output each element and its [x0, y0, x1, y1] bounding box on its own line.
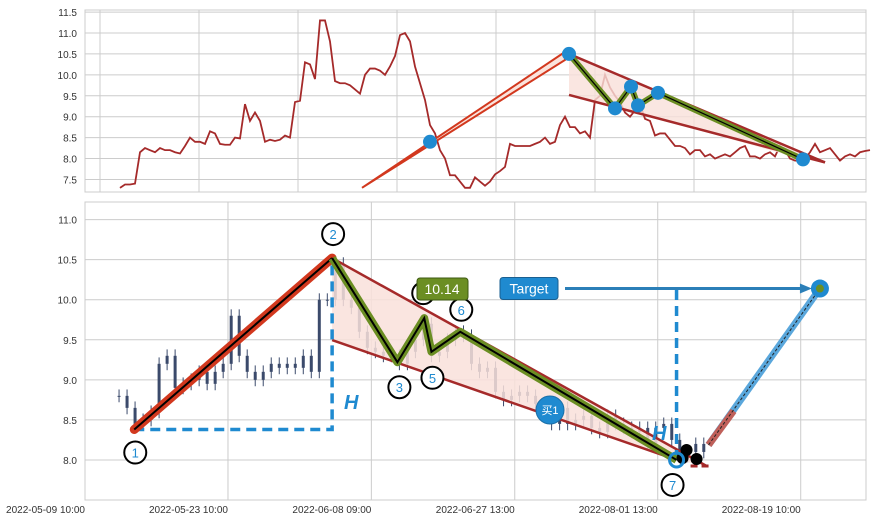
wave-path-core — [331, 257, 678, 461]
wave-number-circle — [420, 365, 445, 390]
candle-body — [301, 355, 305, 368]
plot-area — [84, 9, 867, 193]
wave-number-circle — [387, 375, 412, 400]
candle-body — [245, 355, 249, 372]
target-label-box — [499, 277, 559, 301]
candle-body — [654, 427, 658, 444]
x-tick-label: 2022-06-08 09:00 — [292, 505, 371, 516]
candle-body — [125, 395, 129, 408]
x-tick-label: 2022-05-23 10:00 — [149, 505, 228, 516]
y-tick-label: 10.5 — [58, 50, 78, 61]
wave-number-circle — [321, 222, 346, 247]
candle-body — [165, 355, 169, 364]
impulse-core — [133, 257, 333, 431]
candle-body — [253, 371, 257, 380]
candle-body — [662, 423, 666, 428]
candle-body — [117, 395, 121, 397]
wave-path-core — [568, 53, 804, 160]
top-price-chart: 7.5 8.0 8.5 9.0 9.5 10.0 10.5 11.0 11.5 — [58, 8, 871, 193]
pattern-point — [651, 85, 665, 100]
candle-body — [277, 363, 281, 368]
y-tick-label: 8.0 — [63, 155, 77, 166]
signal-dot — [690, 452, 703, 465]
x-tick-label: 2022-05-09 10:00 — [6, 505, 85, 516]
channel-lower-line — [331, 338, 677, 462]
candle-body — [285, 363, 289, 368]
wave-number-circle — [660, 472, 685, 497]
target-value-label: 10.14 — [424, 281, 459, 297]
x-tick-label: 2022-08-19 10:00 — [722, 505, 801, 516]
y-tick-label: 9.0 — [63, 113, 77, 124]
candle-body — [261, 371, 265, 380]
candle-body — [213, 371, 217, 384]
candle-body — [670, 423, 674, 440]
projection-core — [708, 288, 821, 446]
candle-body — [309, 355, 313, 372]
y-tick-label: 10.5 — [58, 256, 78, 267]
y-tick-label: 9.5 — [63, 336, 77, 347]
pattern-point — [608, 101, 622, 116]
channel-upper-line — [331, 256, 708, 468]
y-tick-label: 9.5 — [63, 92, 77, 103]
pattern-point — [631, 98, 645, 113]
pattern-point — [796, 152, 810, 167]
candle-body — [702, 443, 706, 452]
height-label: H — [344, 392, 359, 414]
y-tick-label: 11.0 — [58, 29, 77, 40]
pattern-point — [562, 46, 576, 61]
candle-body — [157, 363, 161, 412]
y-tick-label: 10.0 — [58, 296, 78, 307]
y-tick-label: 8.5 — [63, 416, 77, 427]
target-label: Target — [510, 281, 549, 297]
target-arrow-head — [799, 283, 812, 294]
y-tick-label: 11.5 — [58, 8, 77, 19]
breakout-point — [668, 451, 686, 469]
y-tick-label: 10.0 — [58, 71, 78, 82]
height-label-2: H — [652, 423, 667, 445]
wave-number-label: 1 — [132, 446, 139, 461]
y-tick-label: 8.5 — [63, 134, 77, 145]
buy-signal-marker — [535, 395, 565, 425]
candle-body — [173, 355, 177, 388]
candle-body — [221, 363, 225, 372]
wave-number-circle — [123, 440, 148, 465]
buy-signal-label: 买1 — [541, 404, 558, 417]
candle-body — [317, 299, 321, 372]
target-point-core — [815, 284, 824, 293]
height-measure-line — [134, 258, 334, 432]
y-tick-label: 9.0 — [63, 376, 77, 387]
wave-number-label: 6 — [458, 303, 465, 318]
wave-number-label: 7 — [669, 478, 676, 493]
pattern-point — [423, 134, 437, 149]
candle-body — [678, 439, 682, 456]
candle-body — [205, 371, 209, 384]
x-tick-label: 2022-06-27 13:00 — [436, 505, 515, 516]
price-line — [119, 19, 871, 189]
y-tick-label: 11.0 — [58, 216, 77, 227]
wave-number-label: 5 — [429, 371, 436, 386]
candle-body — [325, 299, 329, 301]
wave-number-label: 2 — [329, 227, 336, 242]
y-tick-label: 7.5 — [63, 175, 77, 186]
y-tick-label: 8.0 — [63, 456, 77, 467]
candle-body — [293, 363, 297, 368]
target-value-box — [416, 277, 469, 301]
x-tick-label: 2022-08-01 13:00 — [579, 505, 658, 516]
pattern-point — [624, 79, 638, 94]
candle-body — [269, 363, 273, 372]
candle-body — [133, 407, 137, 424]
wave-number-label: 3 — [396, 380, 403, 395]
candle-body — [694, 443, 698, 452]
